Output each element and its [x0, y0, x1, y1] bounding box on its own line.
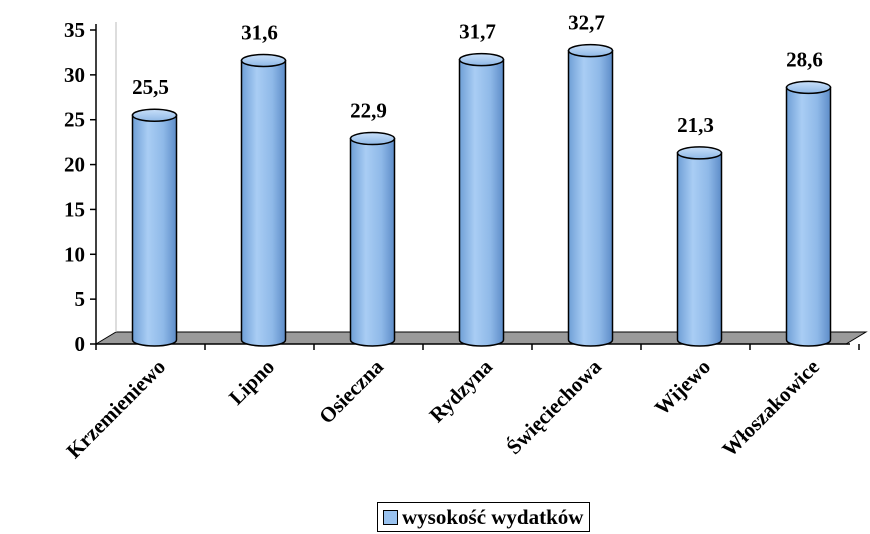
bar [240, 53, 287, 347]
bar-body [131, 114, 178, 347]
bar [676, 146, 723, 347]
bar-cap [349, 131, 396, 146]
bar [131, 108, 178, 347]
y-tick-label: 15 [64, 197, 85, 221]
data-label: 22,9 [350, 99, 387, 123]
bar-cap [131, 108, 178, 122]
bar-cap [240, 53, 287, 68]
data-label: 31,7 [459, 20, 496, 44]
y-tick-label: 35 [64, 18, 85, 42]
category-label: Włoszakowice [717, 355, 824, 462]
bar-body [458, 58, 505, 347]
data-label: 25,5 [132, 75, 169, 99]
data-label: 32,7 [568, 11, 605, 35]
y-tick-label: 10 [64, 242, 85, 266]
bar-body [676, 152, 723, 347]
bar [458, 52, 505, 347]
legend-swatch [383, 509, 398, 525]
bar-body [349, 137, 396, 347]
data-label: 31,6 [241, 21, 278, 45]
bar [567, 43, 614, 347]
y-tick-label: 30 [64, 63, 85, 87]
category-label: Święciechowa [502, 354, 607, 459]
bar-cap [567, 43, 614, 58]
data-label: 21,3 [677, 113, 714, 137]
y-tick-label: 0 [75, 332, 86, 356]
category-label: Rydzyna [424, 354, 497, 427]
data-label: 28,6 [786, 47, 823, 71]
y-tick-label: 5 [75, 287, 86, 311]
y-tick-label: 25 [64, 108, 85, 132]
bar [349, 131, 396, 347]
legend-label: wysokość wydatków [402, 504, 584, 529]
bar-cap [676, 146, 723, 160]
category-label: Wijewo [650, 355, 715, 420]
bar-cap [458, 52, 505, 67]
y-tick-label: 20 [64, 153, 85, 177]
chart-legend: wysokość wydatków [377, 502, 591, 532]
category-label: Krzemieniewo [62, 355, 171, 464]
bar-body [567, 49, 614, 347]
category-label: Lipno [224, 355, 279, 410]
bar-cap [785, 80, 832, 95]
bar [785, 80, 832, 347]
bar-body [240, 59, 287, 347]
bar-body [785, 86, 832, 347]
category-label: Osieczna [314, 354, 388, 428]
